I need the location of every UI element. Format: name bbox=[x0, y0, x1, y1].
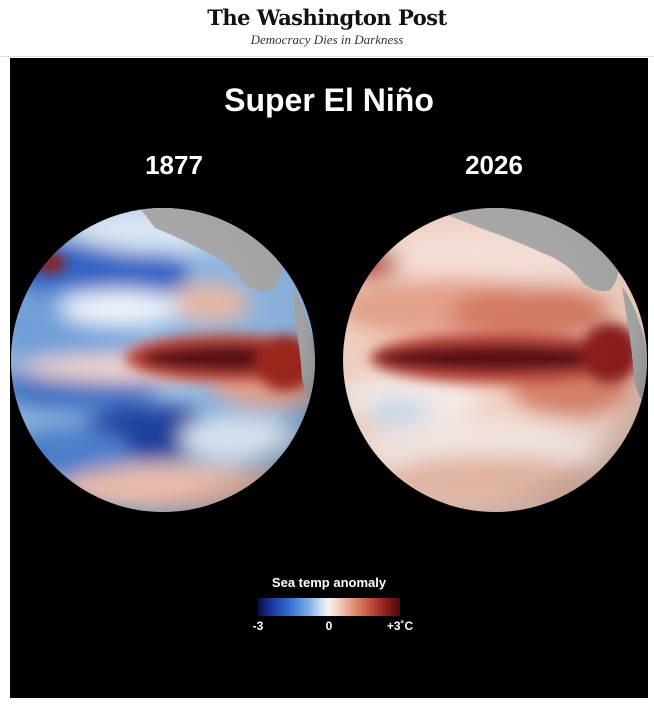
globe-1877 bbox=[11, 208, 315, 512]
site-header: The Washington Post Democracy Dies in Da… bbox=[0, 0, 654, 57]
legend-min-label: -3 bbox=[252, 619, 264, 633]
globes-map bbox=[11, 208, 647, 512]
legend-title: Sea temp anomaly bbox=[271, 575, 387, 590]
legend-color-ramp bbox=[258, 598, 400, 616]
year-label-left: 1877 bbox=[145, 150, 203, 180]
legend-mid-label: 0 bbox=[325, 619, 333, 633]
year-label-right: 2026 bbox=[465, 150, 523, 180]
graphic-title: Super El Niño bbox=[224, 82, 434, 118]
el-nino-graphic: Super El Niño 1877 2026 bbox=[10, 58, 648, 698]
masthead-logo[interactable]: The Washington Post bbox=[207, 5, 447, 30]
tagline: Democracy Dies in Darkness bbox=[250, 32, 404, 47]
legend-max-label: +3˚C bbox=[386, 619, 414, 633]
globe-2026 bbox=[343, 208, 647, 512]
